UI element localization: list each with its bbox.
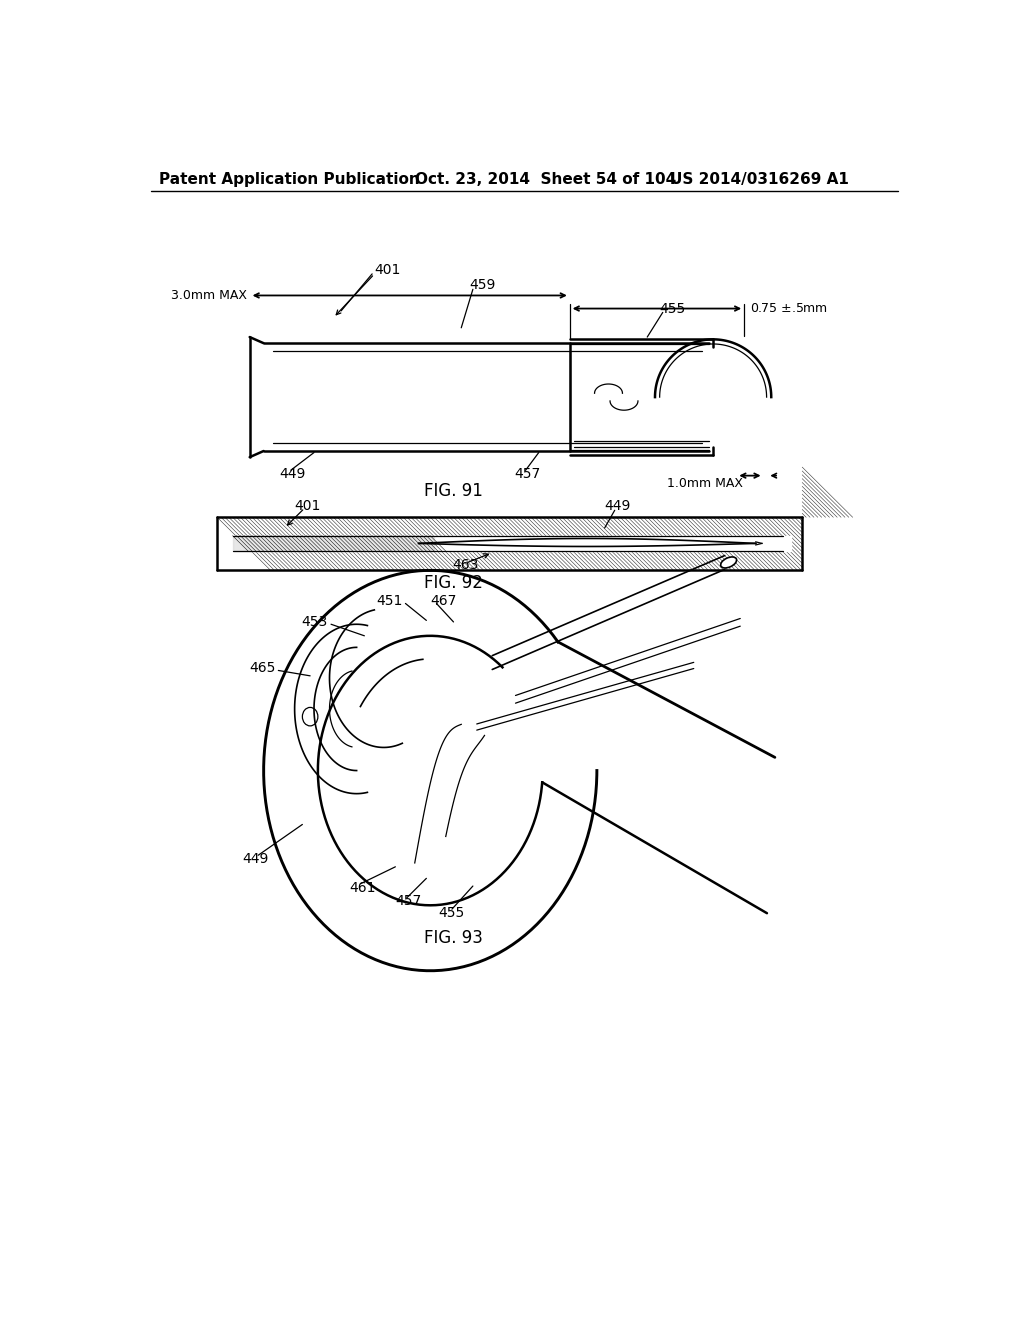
- Text: 461: 461: [349, 880, 376, 895]
- Text: 467: 467: [430, 594, 457, 609]
- Text: 3.0mm MAX: 3.0mm MAX: [171, 289, 247, 302]
- Text: FIG. 92: FIG. 92: [424, 574, 483, 593]
- Text: 401: 401: [295, 499, 321, 513]
- Text: 457: 457: [514, 467, 541, 480]
- Text: 457: 457: [395, 895, 422, 908]
- Text: 1.0mm MAX: 1.0mm MAX: [667, 478, 742, 490]
- Text: US 2014/0316269 A1: US 2014/0316269 A1: [671, 172, 849, 186]
- Text: 451: 451: [377, 594, 403, 609]
- Text: 463: 463: [452, 558, 478, 572]
- Ellipse shape: [721, 557, 736, 568]
- Text: Patent Application Publication: Patent Application Publication: [159, 172, 420, 186]
- Text: 465: 465: [249, 661, 275, 675]
- Text: 0.75 $\pm$.5mm: 0.75 $\pm$.5mm: [751, 302, 828, 315]
- Text: 449: 449: [604, 499, 631, 513]
- Text: FIG. 93: FIG. 93: [424, 929, 483, 946]
- Text: 449: 449: [280, 467, 305, 480]
- Text: 401: 401: [375, 263, 400, 277]
- Text: Oct. 23, 2014  Sheet 54 of 104: Oct. 23, 2014 Sheet 54 of 104: [415, 172, 676, 186]
- Text: 455: 455: [658, 301, 685, 315]
- Text: 453: 453: [302, 615, 328, 628]
- Text: 449: 449: [243, 853, 269, 866]
- Text: 459: 459: [469, 279, 496, 293]
- Text: FIG. 91: FIG. 91: [424, 482, 483, 500]
- Text: 455: 455: [438, 906, 464, 920]
